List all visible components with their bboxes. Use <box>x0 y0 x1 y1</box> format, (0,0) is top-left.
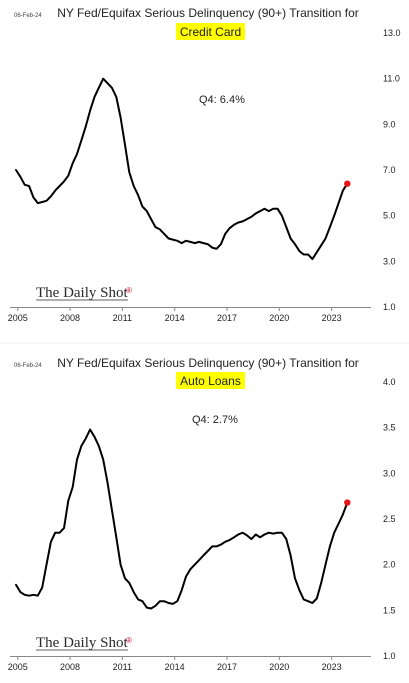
chart-subtitle: Auto Loans <box>180 374 241 388</box>
y-tick-label: 1.0 <box>383 302 396 312</box>
x-tick-label: 2005 <box>8 313 28 323</box>
chart-title: NY Fed/Equifax Serious Delinquency (90+)… <box>57 6 359 20</box>
daily-shot-logo: The Daily Shot ® <box>36 285 132 301</box>
latest-point-marker <box>344 499 351 506</box>
x-tick-label: 2008 <box>60 662 80 672</box>
x-tick-label: 2008 <box>60 313 80 323</box>
y-tick-label: 7.0 <box>383 165 396 175</box>
subtitle-highlight <box>176 372 245 389</box>
y-tick-label: 1.0 <box>383 651 396 661</box>
latest-value-annotation: Q4: 6.4% <box>199 94 245 106</box>
y-tick-label: 3.0 <box>383 256 396 266</box>
x-tick-label: 2020 <box>269 313 289 323</box>
credit-card-axes: 2005 2008 2011 2014 2017 2020 2023 1.0 3.0 5.0 7.0… <box>8 28 401 323</box>
y-tick-label: 2.5 <box>383 514 396 524</box>
y-tick-label: 4.0 <box>383 377 396 387</box>
x-tick-label: 2005 <box>8 662 28 672</box>
y-tick-label: 13.0 <box>383 28 401 38</box>
credit-card-series <box>15 77 351 261</box>
x-tick-label: 2017 <box>217 662 237 672</box>
y-tick-label: 2.0 <box>383 560 396 570</box>
brand-mark-icon: ® <box>126 286 132 295</box>
latest-value-annotation: Q4: 2.7% <box>192 414 238 426</box>
chart-date: 06-Feb-24 <box>14 13 42 19</box>
brand-mark-icon: ® <box>126 636 132 645</box>
y-tick-label: 3.5 <box>383 423 396 433</box>
x-tick-label: 2023 <box>322 313 342 323</box>
auto-loans-chart-panel: 06-Feb-24 NY Fed/Equifax Serious Delinqu… <box>8 356 396 672</box>
y-tick-label: 1.5 <box>383 605 396 615</box>
x-tick-label: 2011 <box>113 662 132 672</box>
x-tick-label: 2017 <box>217 313 237 323</box>
x-tick-label: 2014 <box>165 313 185 323</box>
chart-subtitle: Credit Card <box>180 25 241 39</box>
brand-wordmark: The Daily Shot <box>36 285 128 301</box>
brand-wordmark: The Daily Shot <box>36 635 128 651</box>
auto-loans-series <box>15 428 351 610</box>
daily-shot-logo: The Daily Shot ® <box>36 635 132 651</box>
credit-card-chart-panel: 06-Feb-24 NY Fed/Equifax Serious Delinqu… <box>8 6 401 323</box>
auto-loans-axes: 2005 2008 2011 2014 2017 2020 2023 1.0 1.5 2.0 2.5… <box>8 377 396 672</box>
latest-point-marker <box>344 180 351 187</box>
subtitle-highlight <box>176 23 245 40</box>
chart-title: NY Fed/Equifax Serious Delinquency (90+)… <box>57 356 359 370</box>
y-tick-label: 9.0 <box>383 119 396 129</box>
x-tick-label: 2023 <box>322 662 342 672</box>
y-tick-label: 11.0 <box>383 74 400 84</box>
y-tick-label: 3.0 <box>383 468 396 478</box>
x-tick-label: 2014 <box>165 662 185 672</box>
series-line <box>15 428 349 610</box>
x-tick-label: 2020 <box>269 662 289 672</box>
y-tick-label: 5.0 <box>383 211 396 221</box>
chart-date: 06-Feb-24 <box>14 363 42 369</box>
x-tick-label: 2011 <box>113 313 132 323</box>
series-line <box>15 77 349 261</box>
